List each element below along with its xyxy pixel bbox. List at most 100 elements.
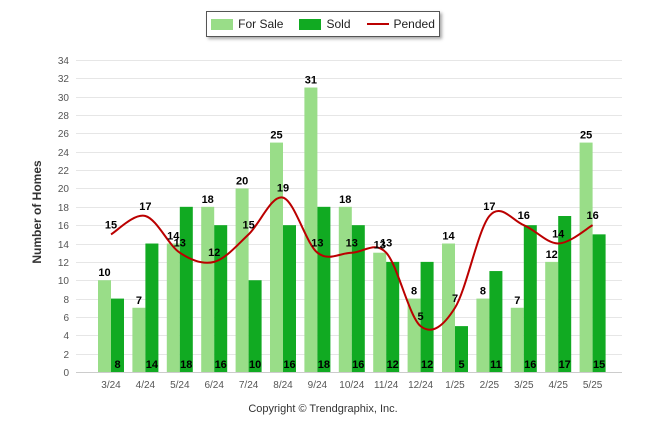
bar-for-sale: [545, 261, 559, 372]
data-label-pended: 7: [452, 293, 458, 305]
data-label-sold: 12: [387, 359, 399, 371]
bar-for-sale: [442, 243, 455, 372]
y-tick-label: 16: [58, 221, 70, 232]
bar-sold: [420, 261, 434, 372]
y-tick-label: 24: [58, 148, 70, 159]
data-label-for-sale: 13: [374, 240, 386, 252]
bar-for-sale: [338, 206, 352, 372]
bar-for-sale: [510, 307, 524, 372]
x-axis-ticks: 3/24 4/24 5/24 6/24 7/24 8/24 9/24 10/24 11/24 12…: [101, 380, 603, 391]
data-label-sold: 10: [249, 359, 261, 371]
x-tick-label: 3/25: [514, 380, 534, 391]
y-tick-label: 22: [58, 166, 70, 177]
y-tick-label: 14: [58, 240, 70, 251]
legend-item-pended[interactable]: Pended: [366, 17, 435, 31]
data-label-sold: 16: [283, 359, 295, 371]
legend-item-sold[interactable]: Sold: [299, 17, 351, 31]
legend-item-for-sale[interactable]: For Sale: [211, 17, 283, 31]
data-label-pended: 19: [277, 183, 289, 195]
x-tick-label: 10/24: [339, 380, 364, 391]
data-label-pended: 12: [208, 247, 220, 259]
y-tick-label: 12: [58, 258, 70, 269]
bar-for-sale: [98, 280, 111, 372]
legend-label-pended: Pended: [393, 17, 435, 31]
bar-sold: [214, 225, 228, 372]
x-tick-label: 1/25: [445, 380, 465, 391]
bar-sold: [111, 298, 124, 372]
x-tick-label: 5/24: [170, 380, 190, 391]
bar-for-sale: [579, 142, 593, 372]
legend: For Sale Sold Pended: [206, 11, 440, 37]
data-label-sold: 11: [490, 359, 502, 371]
y-tick-label: 30: [58, 93, 70, 104]
bar-sold: [351, 225, 365, 372]
data-label-sold: 15: [593, 359, 605, 371]
data-label-pended: 17: [139, 201, 151, 213]
data-label-for-sale: 7: [514, 295, 520, 307]
data-label-pended: 5: [418, 311, 424, 323]
bar-for-sale: [166, 243, 180, 372]
data-label-pended: 13: [311, 238, 323, 250]
legend-label-sold: Sold: [326, 17, 351, 31]
data-label-sold: 18: [180, 359, 192, 371]
bar-sold: [558, 216, 572, 372]
data-label-sold: 12: [421, 359, 433, 371]
y-tick-label: 0: [63, 368, 69, 379]
bar-sold: [386, 261, 400, 372]
data-label-pended: 16: [518, 210, 530, 222]
x-tick-label: 7/24: [239, 380, 259, 391]
data-label-pended: 14: [552, 229, 565, 241]
bar-sold: [455, 326, 468, 372]
x-tick-label: 3/24: [101, 380, 121, 391]
bar-for-sale: [407, 298, 421, 372]
x-tick-label: 6/24: [204, 380, 224, 391]
bar-sold: [145, 243, 159, 372]
y-tick-label: 6: [63, 313, 69, 324]
bar-for-sale: [373, 252, 387, 372]
x-tick-label: 2/25: [480, 380, 500, 391]
bar-sold: [179, 206, 193, 372]
data-label-pended: 16: [586, 210, 598, 222]
data-labels: 10 8 7 14 14 18 18 16 20 10 25 16 31 18 18 16 13 12 8 12 14 5…: [98, 75, 605, 371]
data-label-sold: 14: [146, 359, 159, 371]
bar-sold: [317, 206, 331, 372]
y-tick-label: 34: [58, 56, 70, 67]
bar-for-sale: [476, 298, 490, 372]
y-tick-label: 26: [58, 129, 70, 140]
legend-swatch-pended: [366, 23, 389, 25]
pended-line-path: [110, 196, 594, 331]
bar-sold: [592, 234, 606, 372]
bar-sold: [489, 271, 503, 372]
x-tick-label: 4/24: [136, 380, 156, 391]
data-label-for-sale: 7: [136, 295, 142, 307]
data-label-pended: 15: [242, 219, 254, 231]
legend-swatch-sold: [299, 18, 322, 30]
bar-for-sale: [235, 188, 249, 372]
y-tick-label: 20: [58, 184, 70, 195]
y-tick-label: 8: [63, 295, 69, 306]
data-label-for-sale: 10: [98, 267, 110, 279]
data-label-sold: 8: [114, 359, 120, 371]
data-label-sold: 18: [318, 359, 330, 371]
data-label-for-sale: 20: [236, 175, 248, 187]
data-label-for-sale: 14: [167, 231, 180, 243]
data-label-pended: 13: [174, 238, 186, 250]
x-tick-label: 11/24: [374, 380, 399, 391]
data-label-for-sale: 8: [480, 286, 486, 298]
x-tick-label: 9/24: [308, 380, 328, 391]
data-label-sold: 16: [352, 359, 364, 371]
data-label-sold: 16: [215, 359, 227, 371]
bar-sold: [248, 280, 262, 372]
data-label-for-sale: 8: [411, 286, 417, 298]
bar-for-sale: [270, 142, 283, 372]
copyright-footer: Copyright © Trendgraphix, Inc.: [248, 403, 398, 415]
y-axis-label: Number of Homes: [30, 160, 44, 264]
data-label-pended: 17: [483, 201, 495, 213]
y-tick-label: 32: [58, 74, 70, 85]
bar-for-sale: [304, 87, 318, 372]
data-label-for-sale: 25: [580, 130, 592, 142]
data-label-sold: 17: [559, 359, 571, 371]
y-tick-label: 18: [58, 203, 70, 214]
x-tick-label: 4/25: [548, 380, 568, 391]
